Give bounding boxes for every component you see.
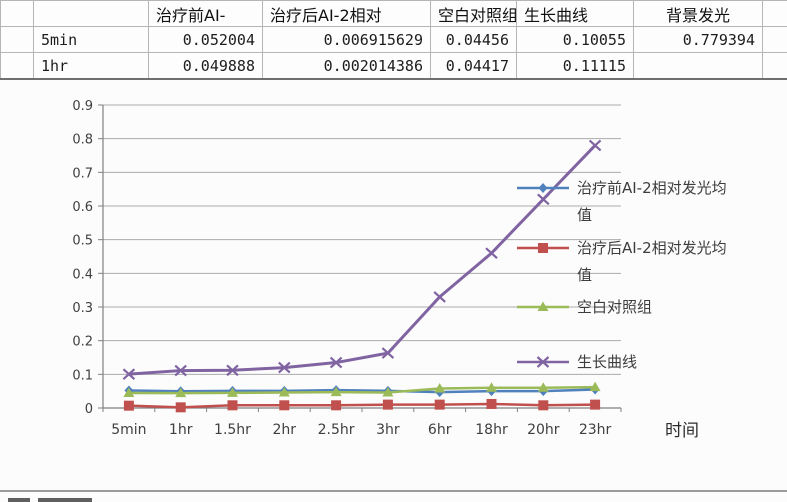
svg-text:0.2: 0.2 [72,335,93,350]
cell-value[interactable]: 0.779394 [633,26,763,53]
sheet-tab-sliver [8,498,30,502]
svg-text:1.5hr: 1.5hr [214,422,251,438]
sheet-divider-line [0,490,787,492]
legend-label: 生长曲线 [577,353,638,371]
data-table: 治疗前AI- 治疗后AI-2相对 空白对照组 生长曲线 背景发光 5min 0.… [0,0,787,79]
cell-value[interactable]: 0.11115 [516,52,634,79]
cell-empty[interactable] [762,52,787,79]
legend-marker-triangle-icon [517,301,569,311]
svg-text:20hr: 20hr [527,422,560,438]
svg-text:3hr: 3hr [376,422,400,438]
cell-empty[interactable] [0,26,34,53]
svg-text:0.3: 0.3 [72,301,93,316]
table-header-row: 治疗前AI- 治疗后AI-2相对 空白对照组 生长曲线 背景发光 [0,0,787,27]
line-chart[interactable]: 0 0.1 0.2 0.3 0.4 0.5 0.6 0.7 0.8 0.9 5min 1hr 1.5hr… [0,80,787,492]
legend-item-pre-treatment[interactable]: 治疗前AI-2相对发光均值 [515,175,739,229]
svg-text:0.8: 0.8 [72,133,93,148]
legend-item-post-treatment[interactable]: 治疗后AI-2相对发光均值 [515,235,739,289]
svg-text:0.6: 0.6 [72,200,93,215]
legend-item-blank-control[interactable]: 空白对照组 [515,294,777,321]
svg-text:18hr: 18hr [475,422,508,438]
cell-value[interactable]: 0.04456 [430,26,517,53]
svg-text:0.7: 0.7 [72,166,93,181]
table-row: 1hr 0.049888 0.002014386 0.04417 0.11115 [0,52,787,79]
cell-empty[interactable] [0,52,34,79]
svg-text:0.9: 0.9 [72,99,93,114]
col-header-pre-treatment[interactable]: 治疗前AI- [148,0,263,27]
col-header-post-treatment[interactable]: 治疗后AI-2相对 [262,0,431,27]
svg-text:1hr: 1hr [169,422,193,438]
svg-text:2hr: 2hr [273,422,297,438]
svg-text:2.5hr: 2.5hr [318,422,355,438]
col-header-blank-control[interactable]: 空白对照组 [430,0,517,27]
svg-text:6hr: 6hr [428,422,452,438]
cell-empty[interactable] [762,26,787,53]
table-bottom-border [0,78,787,80]
row-label-1hr[interactable]: 1hr [33,52,149,79]
legend-item-growth-curve[interactable]: 生长曲线 [515,349,777,376]
legend-label: 治疗后AI-2相对发光均值 [577,239,727,284]
cell-value[interactable]: 0.052004 [148,26,263,53]
sheet-tab-sliver [38,498,92,502]
cell-value[interactable]: 0.049888 [148,52,263,79]
legend-marker-square-icon [517,243,569,253]
svg-text:23hr: 23hr [579,422,612,438]
cell-value[interactable]: 0.002014386 [262,52,431,79]
cell-empty[interactable] [0,0,34,27]
chart-plot-area: 0 0.1 0.2 0.3 0.4 0.5 0.6 0.7 0.8 0.9 5min 1hr 1.5hr… [72,99,699,441]
legend-label: 空白对照组 [577,298,653,316]
cell-value[interactable] [633,52,763,79]
col-header-growth-curve[interactable]: 生长曲线 [516,0,634,27]
legend-marker-x-icon [517,356,569,368]
cell-empty[interactable] [33,0,149,27]
cell-value[interactable]: 0.006915629 [262,26,431,53]
table-row: 5min 0.052004 0.006915629 0.04456 0.1005… [0,26,787,53]
svg-text:0.4: 0.4 [72,267,93,282]
svg-text:时间: 时间 [665,421,699,441]
svg-text:5min: 5min [111,422,146,438]
svg-text:0: 0 [85,402,93,417]
legend-marker-diamond-icon [517,183,569,193]
cell-value[interactable]: 0.10055 [516,26,634,53]
cell-empty[interactable] [762,0,787,27]
svg-text:0.1: 0.1 [72,368,93,383]
col-header-background-lum[interactable]: 背景发光 [633,0,763,27]
legend-label: 治疗前AI-2相对发光均值 [577,179,727,224]
svg-text:0.5: 0.5 [72,234,93,249]
cell-value[interactable]: 0.04417 [430,52,517,79]
row-label-5min[interactable]: 5min [33,26,149,53]
